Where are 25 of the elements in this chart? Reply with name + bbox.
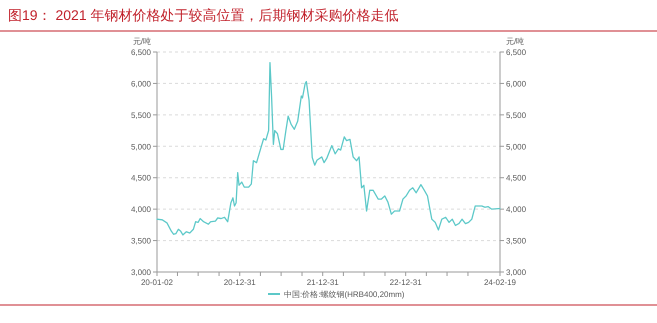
x-tick-label: 20-01-02: [140, 278, 174, 287]
y2-axis-title: 元/吨: [506, 37, 524, 46]
y-tick-label: 6,000: [130, 79, 152, 88]
y2-tick-label: 6,000: [506, 79, 527, 88]
y-tick-label: 3,000: [130, 268, 152, 277]
y2-tick-label: 5,000: [506, 142, 527, 152]
y2-tick-label: 3,500: [506, 236, 527, 246]
y2-tick-label: 4,000: [506, 205, 527, 214]
x-tick-label: 22-12-31: [390, 278, 422, 287]
x-tick-label: 21-12-31: [306, 278, 340, 287]
y-tick-label: 5,500: [130, 110, 152, 120]
y-tick-label: 4,000: [130, 205, 152, 214]
y-axis-title: 元/吨: [132, 37, 151, 46]
y-tick-label: 4,500: [130, 174, 152, 183]
y-tick-label: 3,500: [130, 236, 152, 246]
x-tick-label: 24-02-19: [484, 278, 517, 287]
y2-tick-label: 4,500: [506, 174, 527, 183]
y-tick-label: 6,500: [130, 48, 152, 57]
y-tick-label: 5,000: [130, 142, 152, 152]
y2-tick-label: 3,000: [506, 268, 527, 277]
x-tick-label: 20-12-31: [224, 278, 256, 287]
title: 图19： 2021 年钢材价格处于较高位置，后期钢材采购价格走低: [8, 7, 398, 23]
y2-tick-label: 6,500: [506, 48, 527, 57]
legend-label: 中国:价格:螺纹钢(HRB400,20mm): [284, 290, 405, 299]
y2-tick-label: 5,500: [506, 110, 527, 120]
